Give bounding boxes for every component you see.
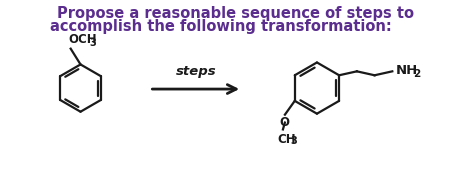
Text: NH: NH [395, 64, 418, 77]
Text: OCH: OCH [69, 33, 97, 46]
Text: accomplish the following transformation:: accomplish the following transformation: [49, 19, 391, 33]
Text: O: O [279, 116, 289, 129]
Text: CH: CH [277, 133, 296, 146]
Text: 3: 3 [90, 38, 96, 48]
Text: Propose a reasonable sequence of steps to: Propose a reasonable sequence of steps t… [57, 6, 414, 21]
Text: 3: 3 [291, 136, 298, 146]
Text: 2: 2 [413, 69, 420, 79]
Text: steps: steps [175, 65, 216, 78]
